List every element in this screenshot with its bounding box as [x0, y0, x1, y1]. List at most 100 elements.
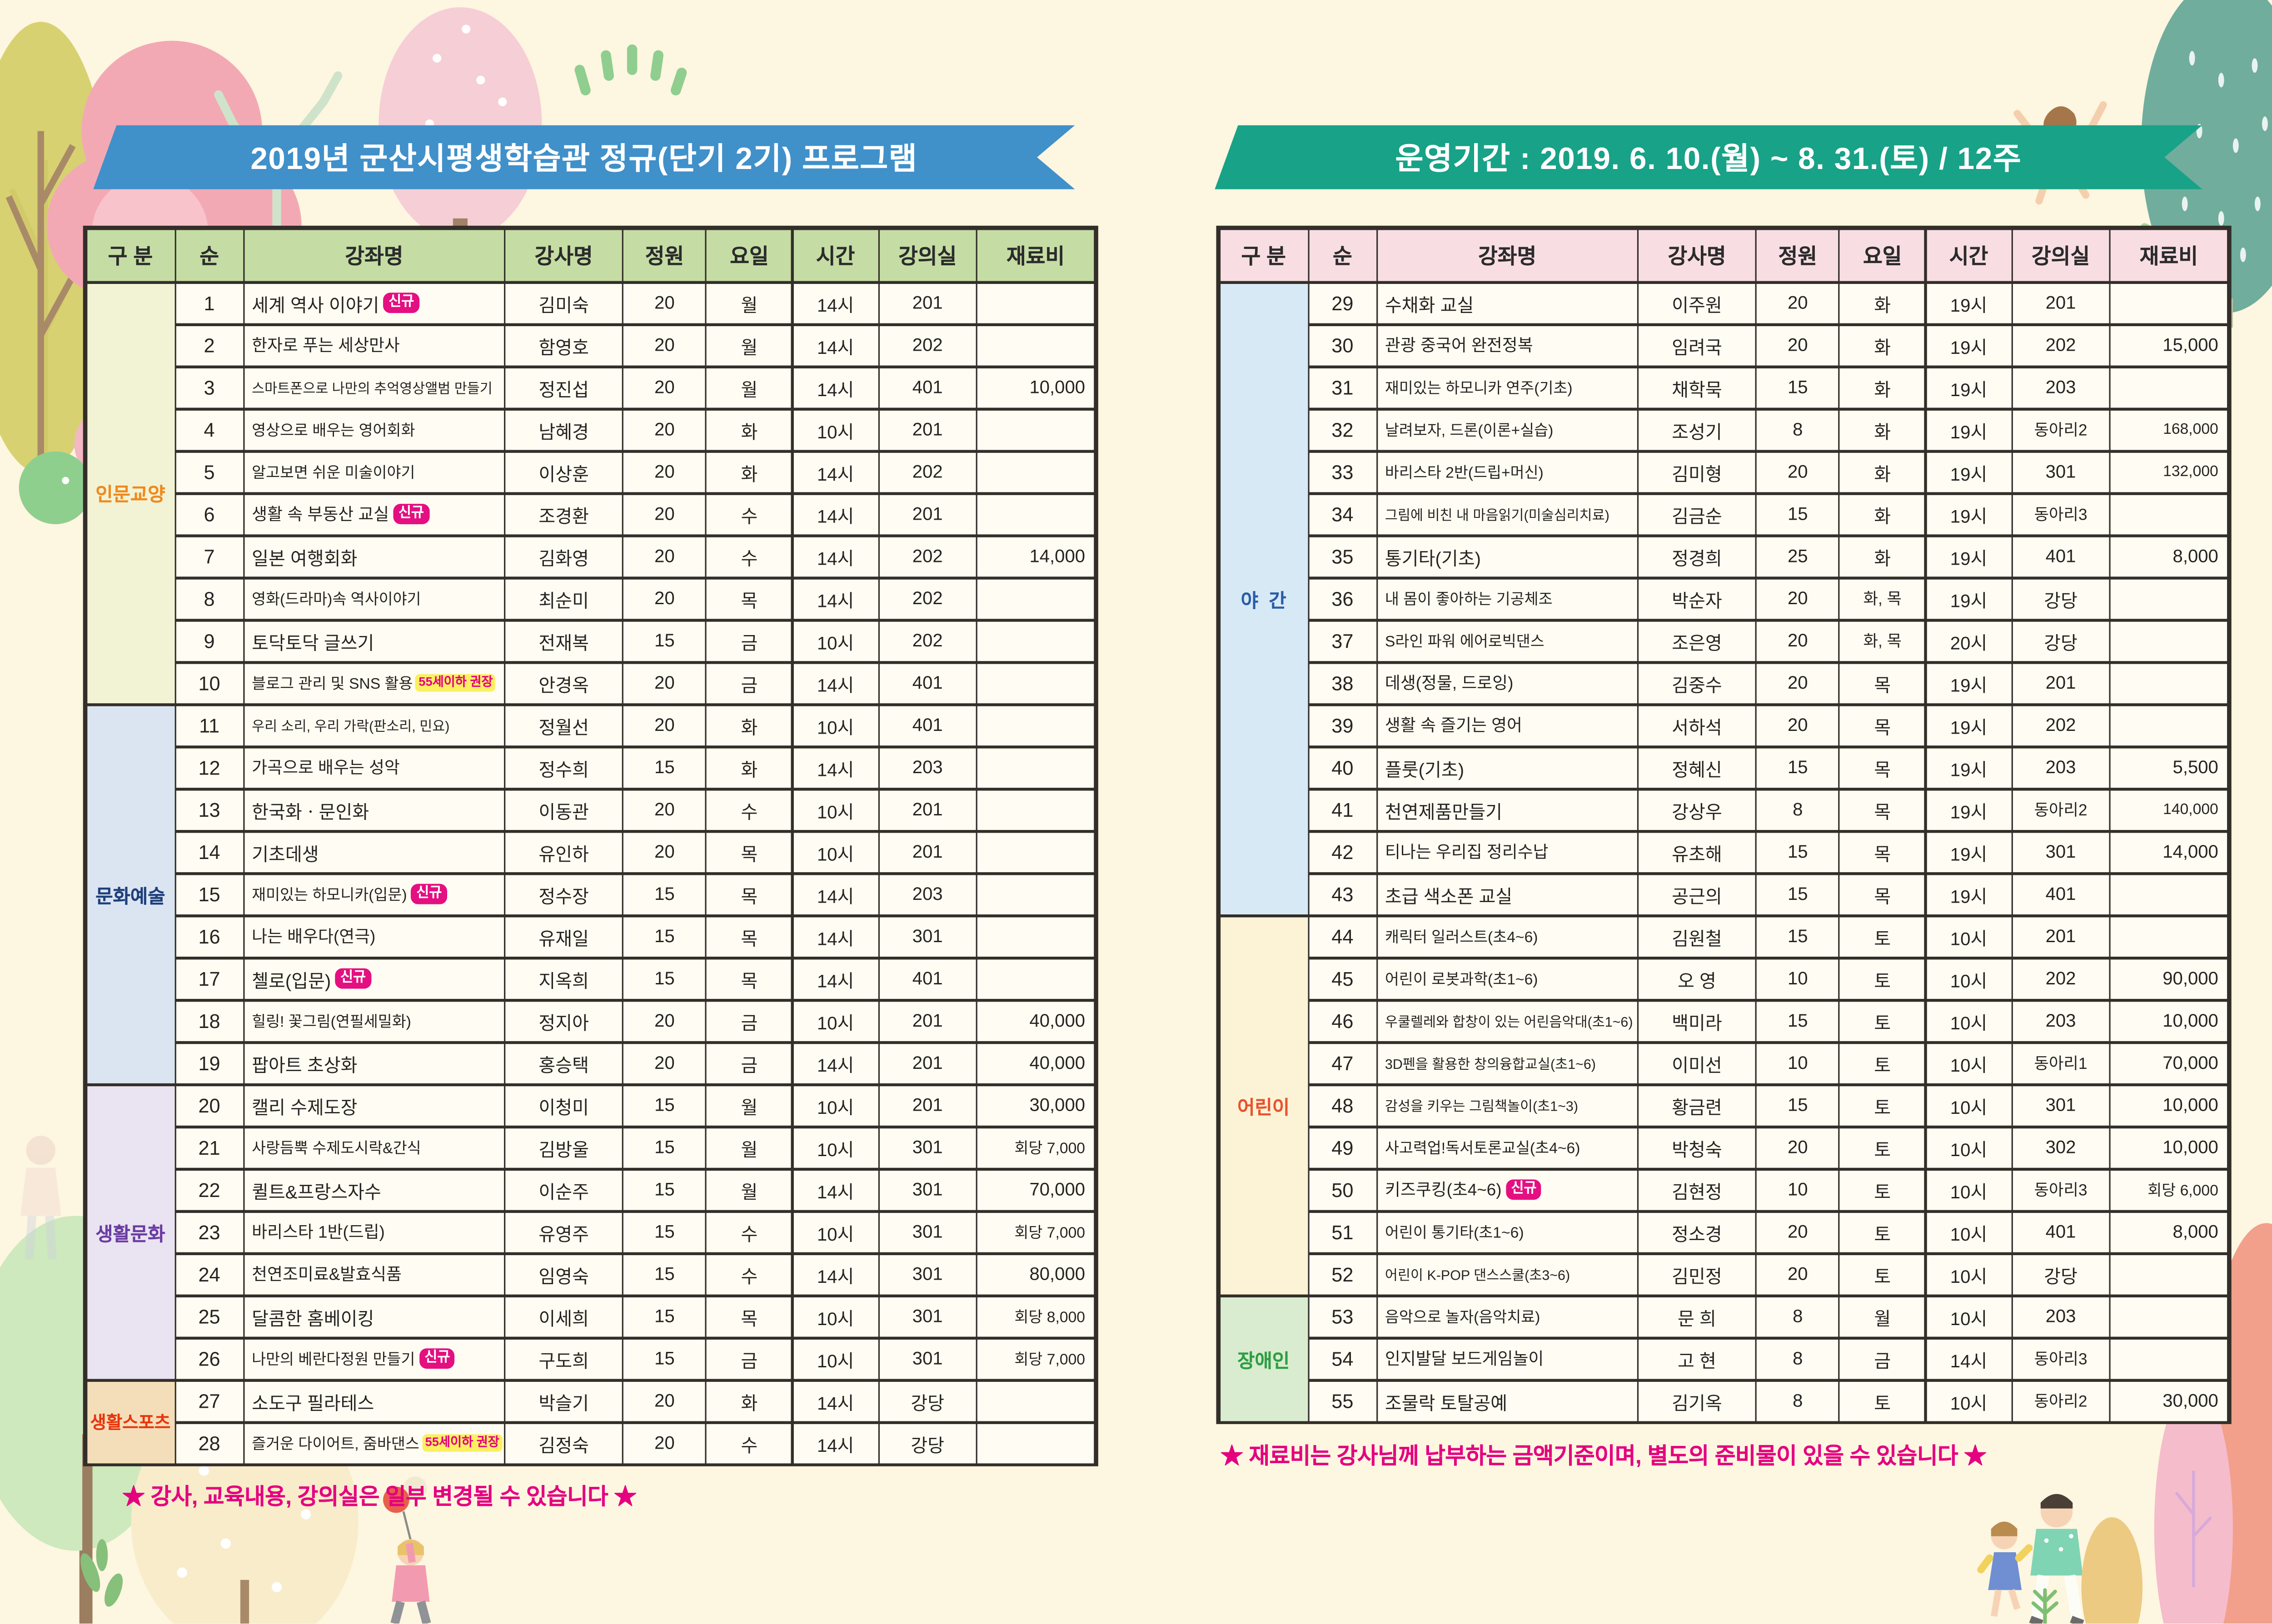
course-title: 플룻(기초)	[1385, 759, 1465, 780]
course-name: 세계 역사 이야기 신규	[244, 283, 504, 323]
course-name: 사랑듬뿍 수제도시락&간식	[244, 1127, 504, 1167]
course-title: S라인 파워 에어로빅댄스	[1385, 632, 1545, 651]
course-no: 41	[1309, 790, 1376, 829]
time: 14시	[1926, 1339, 2011, 1378]
course-name: 내 몸이 좋아하는 기공체조	[1377, 579, 1637, 618]
capacity: 10	[1757, 1043, 1839, 1083]
day: 목	[707, 874, 792, 914]
instructor: 황금련	[1639, 1085, 1755, 1125]
column-header: 강좌명	[1377, 229, 1637, 281]
course-title: 그림에 비친 내 마음읽기(미술심리치료)	[1385, 508, 1609, 524]
capacity: 20	[1757, 663, 1839, 703]
room: 동아리2	[2013, 1381, 2109, 1420]
course-title: 생활 속 부동산 교실	[252, 507, 389, 524]
material-fee	[977, 916, 1094, 956]
course-title: 3D펜을 활용한 창의융합교실(초1~6)	[1385, 1057, 1596, 1073]
room: 201	[879, 283, 976, 323]
course-no: 4	[175, 410, 243, 449]
capacity: 25	[1757, 536, 1839, 576]
course-no: 34	[1309, 494, 1376, 534]
capacity: 15	[623, 959, 706, 998]
capacity: 20	[623, 1001, 706, 1041]
course-no: 28	[175, 1423, 243, 1463]
course-name: 알고보면 쉬운 미술이야기	[244, 452, 504, 492]
course-no: 47	[1309, 1043, 1376, 1083]
instructor: 정지아	[505, 1001, 622, 1041]
instructor: 정수희	[505, 747, 622, 787]
course-name: 소도구 필라테스	[244, 1381, 504, 1420]
course-title: 어린이 로봇과학(초1~6)	[1385, 970, 1538, 988]
time: 19시	[1926, 790, 2011, 829]
course-no: 48	[1309, 1085, 1376, 1125]
room: 401	[879, 705, 976, 745]
room: 203	[2013, 1001, 2109, 1041]
time: 19시	[1926, 410, 2011, 449]
course-title: 티나는 우리집 정리수납	[1385, 844, 1549, 862]
course-no: 8	[175, 579, 243, 618]
material-fee: 8,000	[2110, 536, 2227, 576]
course-name: 우리 소리, 우리 가락(판소리, 민요)	[244, 705, 504, 745]
material-fee	[2110, 621, 2227, 661]
course-no: 3	[175, 368, 243, 407]
instructor: 유재일	[505, 916, 622, 956]
column-header: 시간	[1926, 229, 2011, 281]
instructor: 정수장	[505, 874, 622, 914]
course-name: 재미있는 하모니카(입문) 신규	[244, 874, 504, 914]
course-name: 나만의 베란다정원 만들기 신규	[244, 1339, 504, 1378]
column-header: 시간	[793, 229, 878, 281]
time: 10시	[1926, 1043, 2011, 1083]
time: 14시	[793, 283, 878, 323]
time: 14시	[793, 747, 878, 787]
day: 화	[1840, 283, 1925, 323]
column-header: 재료비	[2110, 229, 2227, 281]
instructor: 강상우	[1639, 790, 1755, 829]
instructor: 박순자	[1639, 579, 1755, 618]
material-fee	[977, 621, 1094, 661]
material-fee: 70,000	[2110, 1043, 2227, 1083]
time: 14시	[793, 959, 878, 998]
course-name: 영화(드라마)속 역사이야기	[244, 579, 504, 618]
material-fee	[977, 410, 1094, 449]
course-name: S라인 파워 에어로빅댄스	[1377, 621, 1637, 661]
column-header: 강좌명	[244, 229, 504, 281]
room: 강당	[2013, 1254, 2109, 1294]
course-title: 나만의 베란다정원 만들기	[252, 1351, 415, 1368]
room: 강당	[879, 1381, 976, 1420]
course-title: 퀼트&프랑스자수	[252, 1182, 381, 1202]
time: 10시	[1926, 1212, 2011, 1252]
instructor: 채학묵	[1639, 368, 1755, 407]
day: 목	[1840, 874, 1925, 914]
capacity: 15	[1757, 1001, 1839, 1041]
column-header: 강의실	[2013, 229, 2109, 281]
course-no: 27	[175, 1381, 243, 1420]
course-title: 알고보면 쉬운 미술이야기	[252, 463, 415, 482]
time: 14시	[793, 1170, 878, 1210]
course-no: 6	[175, 494, 243, 534]
day: 화	[707, 1381, 792, 1420]
instructor: 김기옥	[1639, 1381, 1755, 1420]
material-fee: 70,000	[977, 1170, 1094, 1210]
left-banner-title: 2019년 군산시평생학습관 정규(단기 2기) 프로그램	[250, 143, 918, 176]
new-badge: 신규	[1506, 1179, 1542, 1201]
room: 강당	[2013, 579, 2109, 618]
room: 301	[879, 1254, 976, 1294]
capacity: 15	[623, 1170, 706, 1210]
instructor: 이동관	[505, 790, 622, 829]
course-title: 데생(정물, 드로잉)	[1385, 675, 1514, 693]
instructor: 이상훈	[505, 452, 622, 492]
instructor: 유인하	[505, 832, 622, 872]
course-title: 키즈쿠킹(초4~6)	[1385, 1182, 1502, 1200]
material-fee	[977, 452, 1094, 492]
new-badge: 신규	[384, 292, 419, 313]
day: 목	[707, 832, 792, 872]
course-no: 1	[175, 283, 243, 323]
day: 월	[707, 283, 792, 323]
course-name: 영상으로 배우는 영어회화	[244, 410, 504, 449]
course-no: 21	[175, 1127, 243, 1167]
day: 수	[707, 494, 792, 534]
time: 14시	[793, 452, 878, 492]
course-title: 생활 속 즐기는 영어	[1385, 718, 1522, 735]
room: 동아리1	[2013, 1043, 2109, 1083]
material-fee: 14,000	[977, 536, 1094, 576]
